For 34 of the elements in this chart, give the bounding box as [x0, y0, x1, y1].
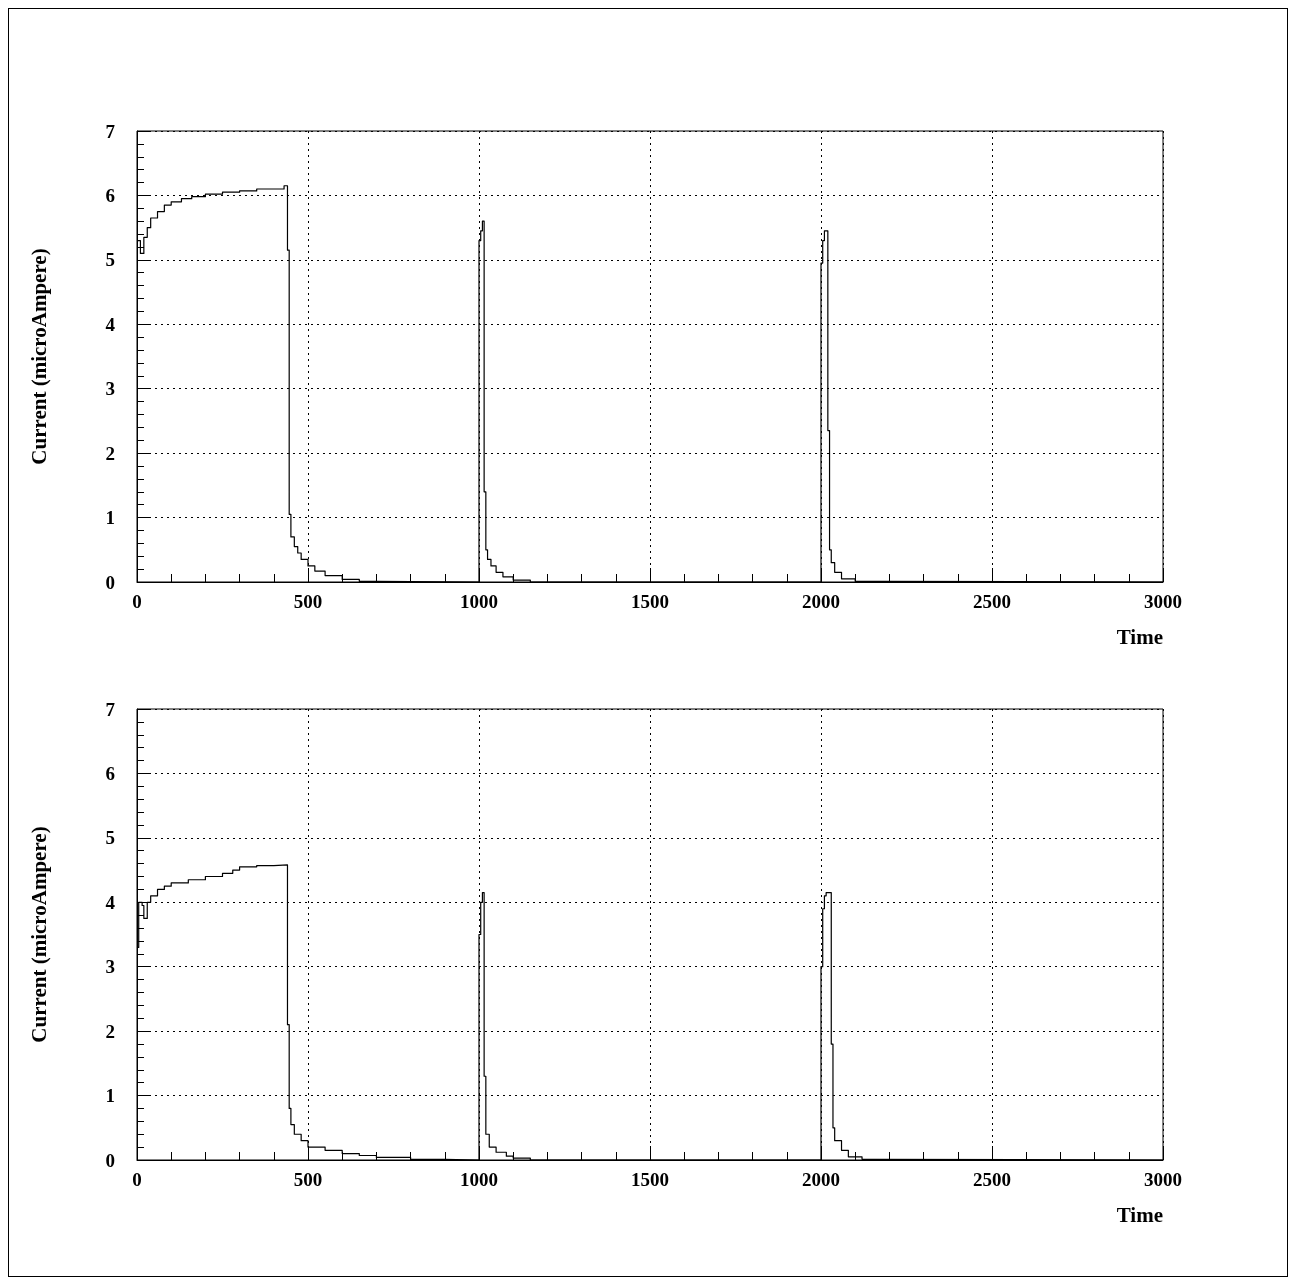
x-tick-label: 1000 [460, 591, 498, 612]
x-tick-label: 3000 [1144, 1169, 1182, 1190]
y-tick-label: 2 [105, 442, 115, 464]
y-tick-label: 7 [105, 698, 116, 720]
x-tick-label: 2500 [973, 1169, 1011, 1190]
x-tick-label: 3000 [1144, 591, 1182, 612]
y-tick-label: 5 [105, 249, 115, 271]
x-tick-label: 2000 [802, 1169, 840, 1190]
y-tick-label: 1 [105, 1085, 115, 1107]
y-tick-label: 7 [105, 120, 116, 142]
x-tick-label: 500 [293, 591, 323, 612]
y-tick-label: 2 [105, 1020, 115, 1042]
x-axis-title: Time [1116, 624, 1163, 649]
x-tick-label: 1500 [631, 1169, 669, 1190]
y-tick-label: 6 [105, 762, 115, 784]
x-tick-label: 1500 [631, 591, 669, 612]
x-tick-label: 500 [293, 1169, 323, 1190]
x-tick-label: 2500 [973, 591, 1011, 612]
y-tick-label: 0 [105, 1149, 115, 1171]
x-tick-label: 1000 [460, 1169, 498, 1190]
y-tick-label: 5 [105, 827, 115, 849]
x-tick-label: 2000 [802, 591, 840, 612]
y-tick-label: 4 [105, 313, 116, 335]
y-tick-label: 6 [105, 184, 115, 206]
x-axis-title: Time [1116, 1202, 1163, 1227]
x-tick-label: 0 [132, 591, 142, 612]
y-tick-label: 1 [105, 507, 115, 529]
y-tick-label: 3 [105, 956, 115, 978]
y-tick-label: 0 [105, 571, 115, 593]
y-tick-label: 4 [105, 891, 116, 913]
y-axis-title: Current (microAmpere) [26, 826, 51, 1043]
x-tick-label: 0 [132, 1169, 142, 1190]
y-tick-label: 3 [105, 378, 115, 400]
y-axis-title: Current (microAmpere) [26, 248, 51, 465]
